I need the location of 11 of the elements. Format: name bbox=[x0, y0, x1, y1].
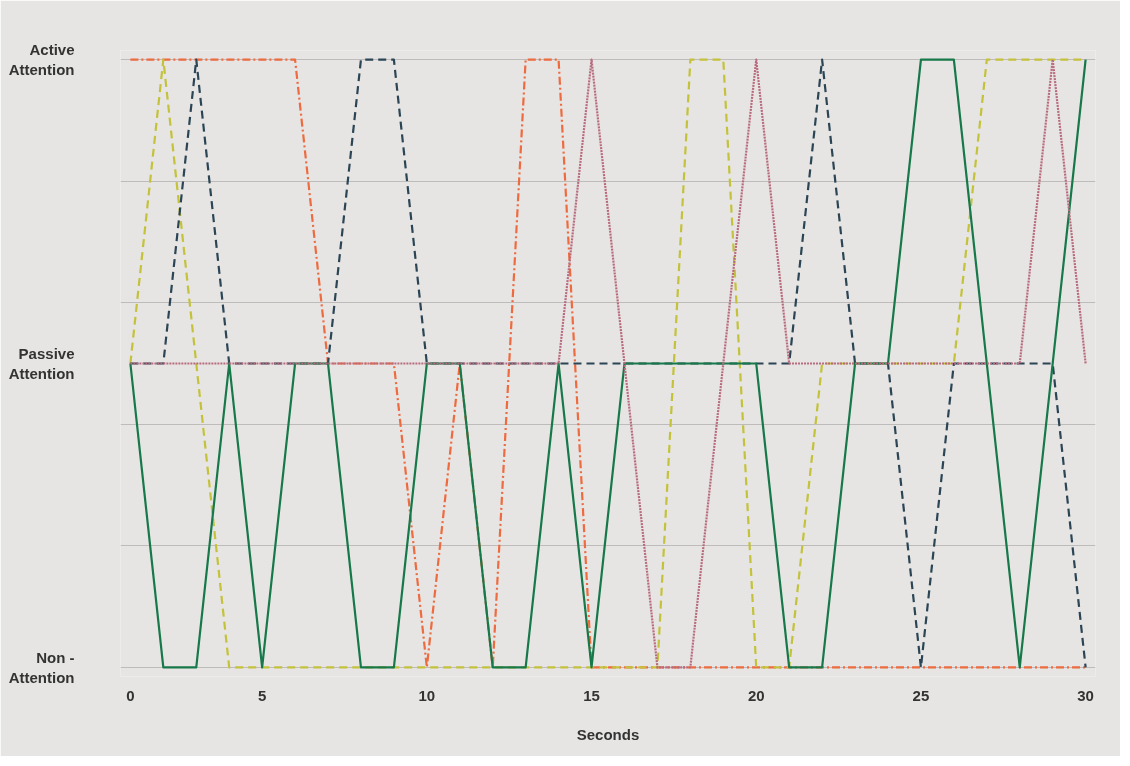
text: Non - Attention bbox=[8, 648, 75, 687]
x-tick-label: 15 bbox=[583, 686, 600, 704]
x-tick-label: 0 bbox=[126, 686, 135, 704]
x-tick-label: 25 bbox=[912, 686, 930, 704]
x-axis-title: Seconds bbox=[576, 725, 640, 743]
x-tick-label: 10 bbox=[418, 686, 436, 704]
x-tick-label: 20 bbox=[747, 686, 765, 704]
x-tick-label: 5 bbox=[257, 686, 267, 704]
x-tick-label: 30 bbox=[1077, 686, 1094, 704]
text: Passive Attention bbox=[8, 344, 75, 383]
text: Active Attention bbox=[8, 40, 75, 79]
